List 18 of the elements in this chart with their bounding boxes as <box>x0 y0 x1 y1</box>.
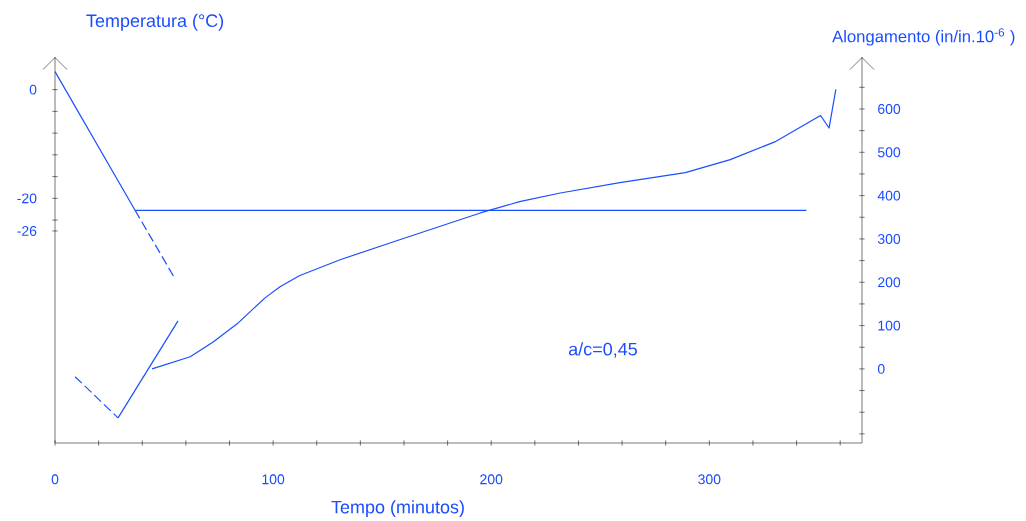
y2-tick-label: 500 <box>877 147 901 158</box>
x-tick-label: 300 <box>698 474 721 485</box>
y2-tick-label: 0 <box>877 363 885 374</box>
x-tick-label: 0 <box>51 474 59 485</box>
y2-tick-label: 100 <box>878 320 901 331</box>
y-tick-label: -20 <box>17 193 37 204</box>
y2-tick-label: 300 <box>877 233 901 244</box>
y-axis-title: Temperatura (°C) <box>86 13 224 31</box>
x-axis-title: Tempo (minutos) <box>331 500 464 517</box>
annotation: a/c=0,45 <box>568 342 637 358</box>
y2-tick-label: 400 <box>877 190 901 201</box>
y2-tick-label: 200 <box>878 277 901 288</box>
x-tick-label: 200 <box>480 474 503 485</box>
y-tick-label: -26 <box>17 226 37 236</box>
y2-axis-title: Alongamento (in/in.10$^{-6}$ ) <box>832 28 1015 46</box>
y-tick-label: 0 <box>29 84 37 95</box>
x-tick-label: 100 <box>262 474 285 485</box>
y2-tick-label: 600 <box>878 104 901 114</box>
